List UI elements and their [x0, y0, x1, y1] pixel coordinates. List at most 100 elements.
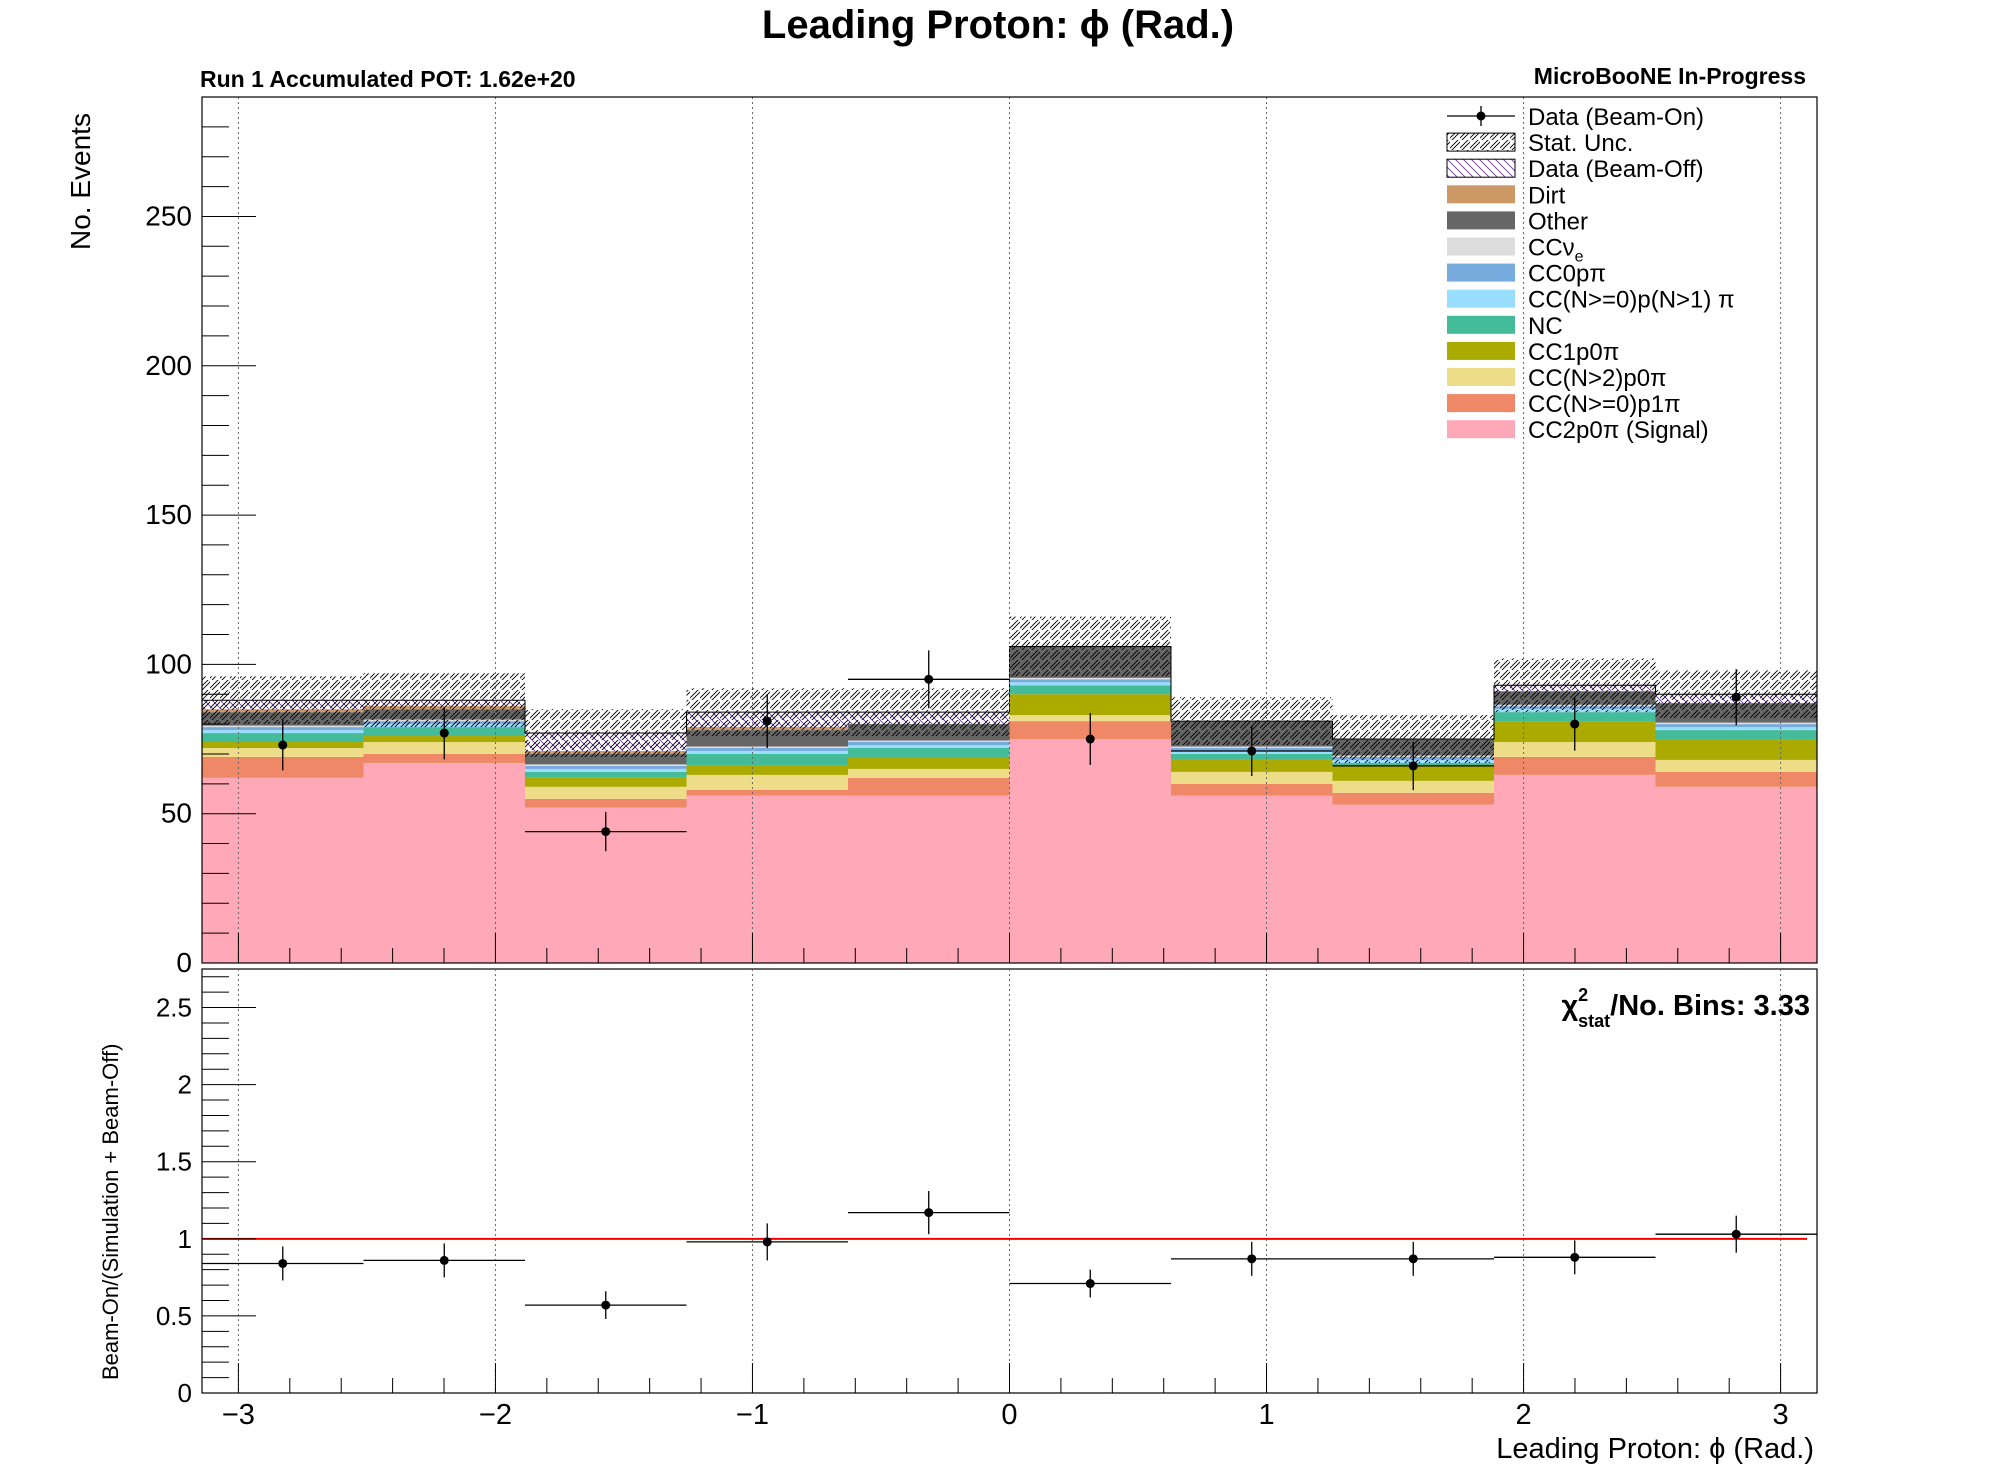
bar-1-6	[1170, 783, 1333, 796]
bar-1-4	[848, 777, 1010, 796]
bar-1-9	[1655, 771, 1817, 787]
ytick-label-bottom-2.5: 2.5	[156, 993, 192, 1023]
data-point-1	[439, 728, 449, 738]
legend-swatch-5	[1447, 237, 1515, 256]
ratio-point-8	[1570, 1252, 1580, 1262]
legend-swatch-8	[1447, 315, 1515, 334]
ratio-panel: 0 0.5 1 1.5 2 2.5 −3 −2 −1 0 1 2 3 Beam-On/(Simulat…	[98, 933, 1818, 1465]
stat-unc-5	[1009, 616, 1171, 677]
data-point-9	[1731, 692, 1741, 702]
legend-swatch-beamoff	[1446, 158, 1516, 178]
bar-4-2	[524, 771, 687, 778]
legend-label-3: Dirt	[1528, 182, 1566, 209]
legend-label-2: Data (Beam-Off)	[1528, 156, 1704, 183]
chi2-sub: stat	[1578, 1011, 1610, 1031]
legend-label-10: CC(N>2)p0π	[1528, 365, 1667, 392]
xtick-label-0: −3	[222, 1399, 255, 1431]
legend-label-sub-5: e	[1575, 249, 1584, 266]
ytick-label-bottom-0.5: 0.5	[156, 1301, 192, 1331]
bar-4-3	[686, 753, 849, 766]
ytick-label-top-200: 200	[145, 350, 192, 381]
bar-5-2	[524, 768, 687, 772]
legend-swatch-10	[1447, 368, 1515, 386]
bar-6-9	[1655, 724, 1817, 728]
ytick-label-bottom-1.5: 1.5	[156, 1147, 192, 1177]
data-point-2	[601, 827, 611, 837]
data-point-7	[1408, 761, 1418, 771]
legend-swatch-4	[1447, 211, 1515, 230]
bar-2-2	[524, 786, 687, 799]
legend-swatch-7	[1447, 289, 1515, 308]
legend-swatch-stat	[1446, 132, 1516, 152]
y-axis: 0 50 100 150 200 250	[145, 126, 256, 978]
bar-0-6	[1170, 795, 1333, 963]
ratio-point-7	[1408, 1254, 1418, 1264]
ytick-label-top-250: 250	[145, 200, 192, 231]
ratio-point-9	[1731, 1229, 1741, 1239]
data-point-3	[762, 716, 772, 726]
ytick-label-bottom-1: 1	[178, 1224, 192, 1254]
chi2-value: /No. Bins: 3.33	[1610, 990, 1810, 1022]
ratio-point-2	[601, 1300, 611, 1310]
bar-0-7	[1332, 804, 1495, 963]
stat-unc-2	[524, 709, 687, 757]
main-histogram-panel: 0 50 100 150 200 250 No. Events Data (Beam-On…	[65, 96, 1818, 978]
bar-6-2	[524, 765, 687, 769]
data-points	[278, 650, 1741, 852]
ratio-point-6	[1247, 1254, 1257, 1264]
legend-label-0: Data (Beam-On)	[1528, 104, 1704, 131]
bar-2-9	[1655, 759, 1817, 772]
xtick-label-4: 1	[1258, 1399, 1274, 1431]
ratio-points	[202, 1191, 1817, 1319]
ratio-y-axis: 0 0.5 1 1.5 2 2.5	[156, 976, 256, 1408]
ytick-label-bottom-2: 2	[178, 1070, 192, 1100]
ytick-label-bottom-0: 0	[178, 1378, 192, 1408]
stat-unc-0	[202, 676, 364, 725]
legend-label-9: CC1p0π	[1528, 339, 1619, 366]
legend-label-1: Stat. Unc.	[1528, 130, 1633, 157]
legend-label-6: CC0pπ	[1528, 261, 1606, 288]
bar-3-4	[848, 756, 1010, 769]
xtick-label-5: 2	[1515, 1399, 1531, 1431]
data-point-5	[1085, 734, 1095, 744]
bar-0-3	[686, 795, 849, 963]
ratio-point-5	[1085, 1279, 1095, 1289]
bar-5-9	[1655, 727, 1817, 731]
legend-label-11: CC(N>=0)p1π	[1528, 391, 1681, 418]
bar-1-2	[524, 798, 687, 808]
ytick-label-top-100: 100	[145, 648, 192, 679]
bar-0-1	[363, 762, 525, 963]
legend-label-8: NC	[1528, 313, 1563, 340]
xtick-label-2: −1	[736, 1399, 769, 1431]
ratio-point-4	[924, 1208, 934, 1218]
x-gridlines	[237, 97, 1782, 963]
legend: Data (Beam-On)Stat. Unc.Data (Beam-Off)D…	[1446, 104, 1735, 444]
xtick-label-6: 3	[1773, 1399, 1789, 1431]
run-label: Run 1 Accumulated POT: 1.62e+20	[200, 66, 576, 92]
legend-swatch-11	[1447, 394, 1515, 413]
bar-5-3	[686, 750, 849, 754]
bar-0-9	[1655, 786, 1817, 963]
data-point-8	[1570, 719, 1580, 729]
bar-4-5	[1009, 685, 1171, 695]
bar-3-5	[1009, 694, 1171, 716]
legend-label-5: CCνe	[1528, 235, 1584, 266]
x-axis-title: Leading Proton: ϕ (Rad.)	[1496, 1433, 1814, 1465]
bar-1-3	[686, 789, 849, 796]
bar-7-5	[1009, 677, 1171, 680]
bar-3-2	[524, 777, 687, 787]
top-y-axis-title: No. Events	[65, 113, 96, 250]
bar-0-4	[848, 795, 1010, 963]
x-axis: −3 −2 −1 0 1 2 3	[222, 933, 1789, 1431]
chi2-label: χ2 stat/No. Bins: 3.33	[1561, 985, 1810, 1031]
chi2-sup: 2	[1578, 985, 1588, 1005]
bar-8-2	[524, 753, 687, 765]
legend-swatch-9	[1447, 341, 1515, 360]
bar-0-5	[1009, 739, 1171, 963]
bar-3-3	[686, 765, 849, 775]
ytick-label-top-150: 150	[145, 499, 192, 530]
xtick-label-1: −2	[479, 1399, 512, 1431]
bar-6-4	[848, 742, 1010, 746]
bar-7-2	[524, 764, 687, 766]
